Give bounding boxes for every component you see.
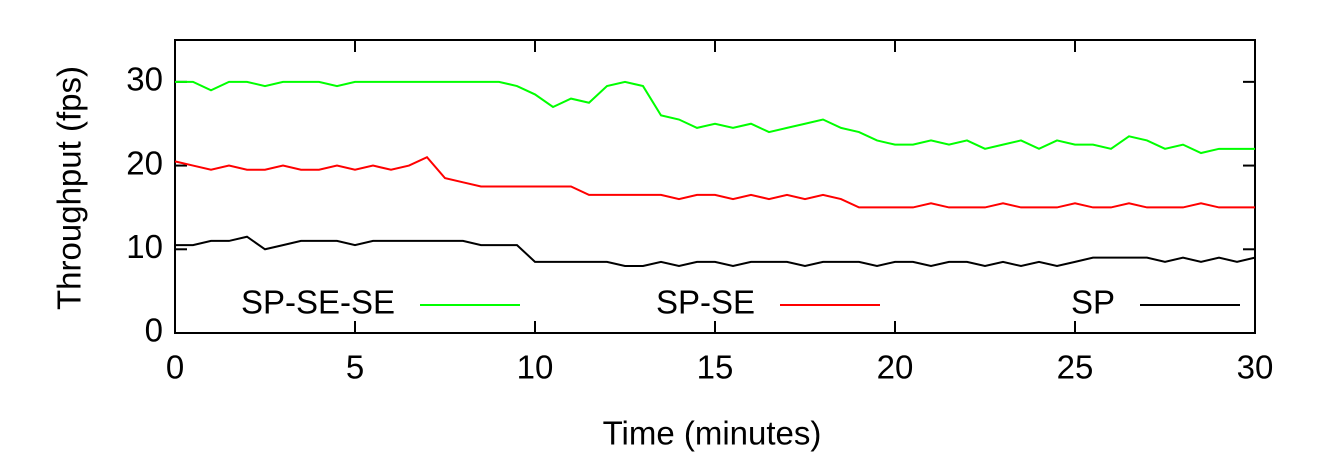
x-tick-label: 15	[697, 349, 734, 386]
x-tick-label: 0	[166, 349, 184, 386]
data-line	[175, 235, 1256, 268]
y-tick-label: 10	[126, 228, 163, 265]
data-line	[174, 155, 1255, 209]
legend-label: SP-SE	[656, 284, 755, 321]
x-axis-label: Time (minutes)	[603, 415, 822, 452]
x-tick-label: 30	[1237, 349, 1274, 386]
legend-label: SP	[1071, 284, 1115, 321]
y-tick-label: 30	[126, 61, 163, 98]
x-tick-label: 25	[1057, 349, 1094, 386]
data-line	[175, 80, 1255, 155]
y-axis-label: Throughput (fps)	[51, 66, 88, 310]
x-tick-label: 5	[346, 349, 364, 386]
x-tick-label: 20	[877, 349, 914, 386]
x-tick-label: 10	[517, 349, 554, 386]
y-tick-label: 20	[126, 144, 163, 181]
y-tick-label: 0	[145, 312, 163, 349]
legend-label: SP-SE-SE	[241, 284, 395, 321]
